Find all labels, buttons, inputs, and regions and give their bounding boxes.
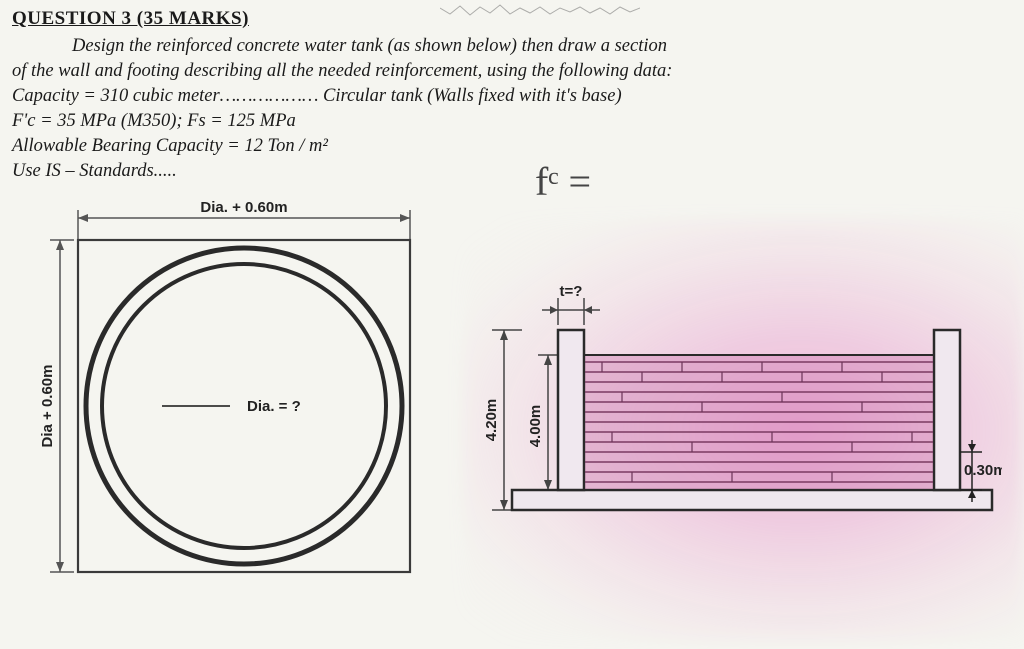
base-slab: [512, 490, 992, 510]
data-standard: Use IS – Standards.....: [12, 159, 1012, 184]
inner-dia-leader: Dia. = ?: [162, 398, 301, 415]
data-fc-fs: F'c = 35 MPa (M350); Fs = 125 MPa: [12, 109, 1012, 134]
plan-left-dim-label: Dia + 0.60m: [39, 364, 56, 447]
dim-total-height: 4.20m: [483, 330, 522, 510]
question-body: Design the reinforced concrete water tan…: [12, 34, 1012, 184]
footing-square: [78, 240, 410, 572]
wall-inner-circle: [102, 264, 386, 548]
section-t-label: t=?: [560, 283, 583, 300]
water-region: [584, 355, 934, 490]
data-bearing: Allowable Bearing Capacity = 12 Ton / m²: [12, 134, 1012, 159]
section-freeboard-label: 0.30m: [964, 462, 1002, 479]
prompt-line-2: of the wall and footing describing all t…: [12, 59, 1012, 84]
handwritten-annotation: fᶜ =: [535, 158, 591, 205]
data-capacity: Capacity = 310 cubic meter……………… Circula…: [12, 84, 1012, 109]
dim-top: Dia. + 0.60m: [78, 199, 410, 240]
plan-inner-dia-label: Dia. = ?: [247, 398, 301, 415]
section-view-figure: t=? 4.20m 4.00: [462, 190, 1002, 610]
prompt-line-1: Design the reinforced concrete water tan…: [12, 34, 1012, 59]
wall-outer-circle: [86, 248, 402, 564]
dim-left: Dia + 0.60m: [39, 240, 74, 572]
dim-wall-thickness: t=?: [542, 283, 600, 325]
section-htotal-label: 4.20m: [483, 399, 500, 442]
plan-view-figure: Dia. + 0.60m Dia + 0.60m: [12, 190, 432, 610]
plan-top-dim-label: Dia. + 0.60m: [200, 199, 287, 216]
page-content: QUESTION 3 (35 MARKS) Design the reinfor…: [0, 0, 1024, 618]
section-hwater-label: 4.00m: [527, 405, 544, 448]
question-title: QUESTION 3 (35 MARKS): [12, 8, 1012, 30]
figures-row: Dia. + 0.60m Dia + 0.60m: [12, 190, 1012, 610]
